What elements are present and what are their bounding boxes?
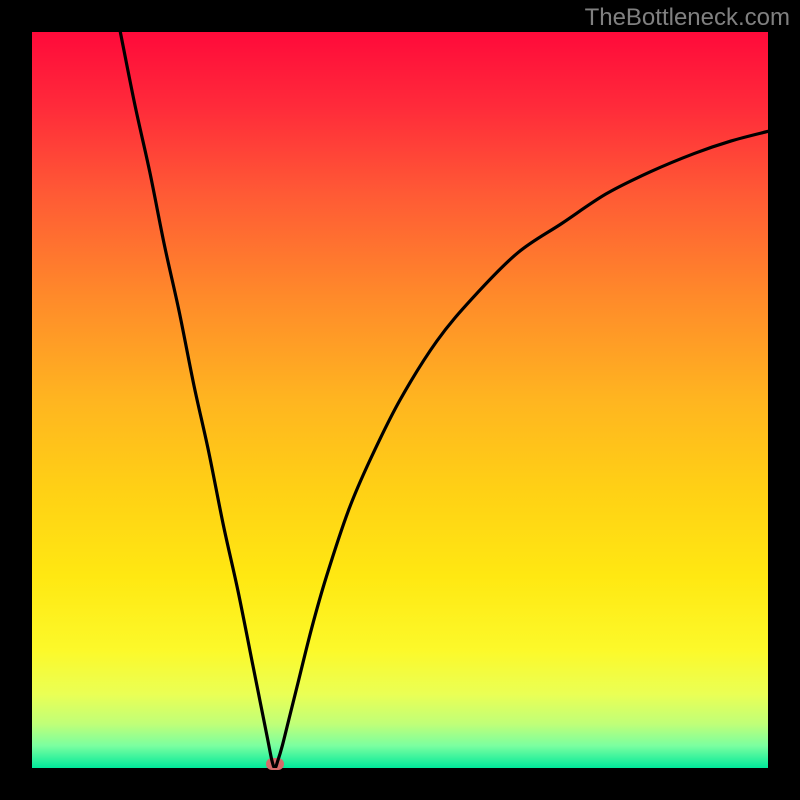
- curve-path: [120, 32, 768, 768]
- bottleneck-curve: [32, 32, 768, 768]
- chart-frame: TheBottleneck.com: [0, 0, 800, 800]
- plot-area: [32, 32, 768, 768]
- watermark-text: TheBottleneck.com: [585, 4, 790, 32]
